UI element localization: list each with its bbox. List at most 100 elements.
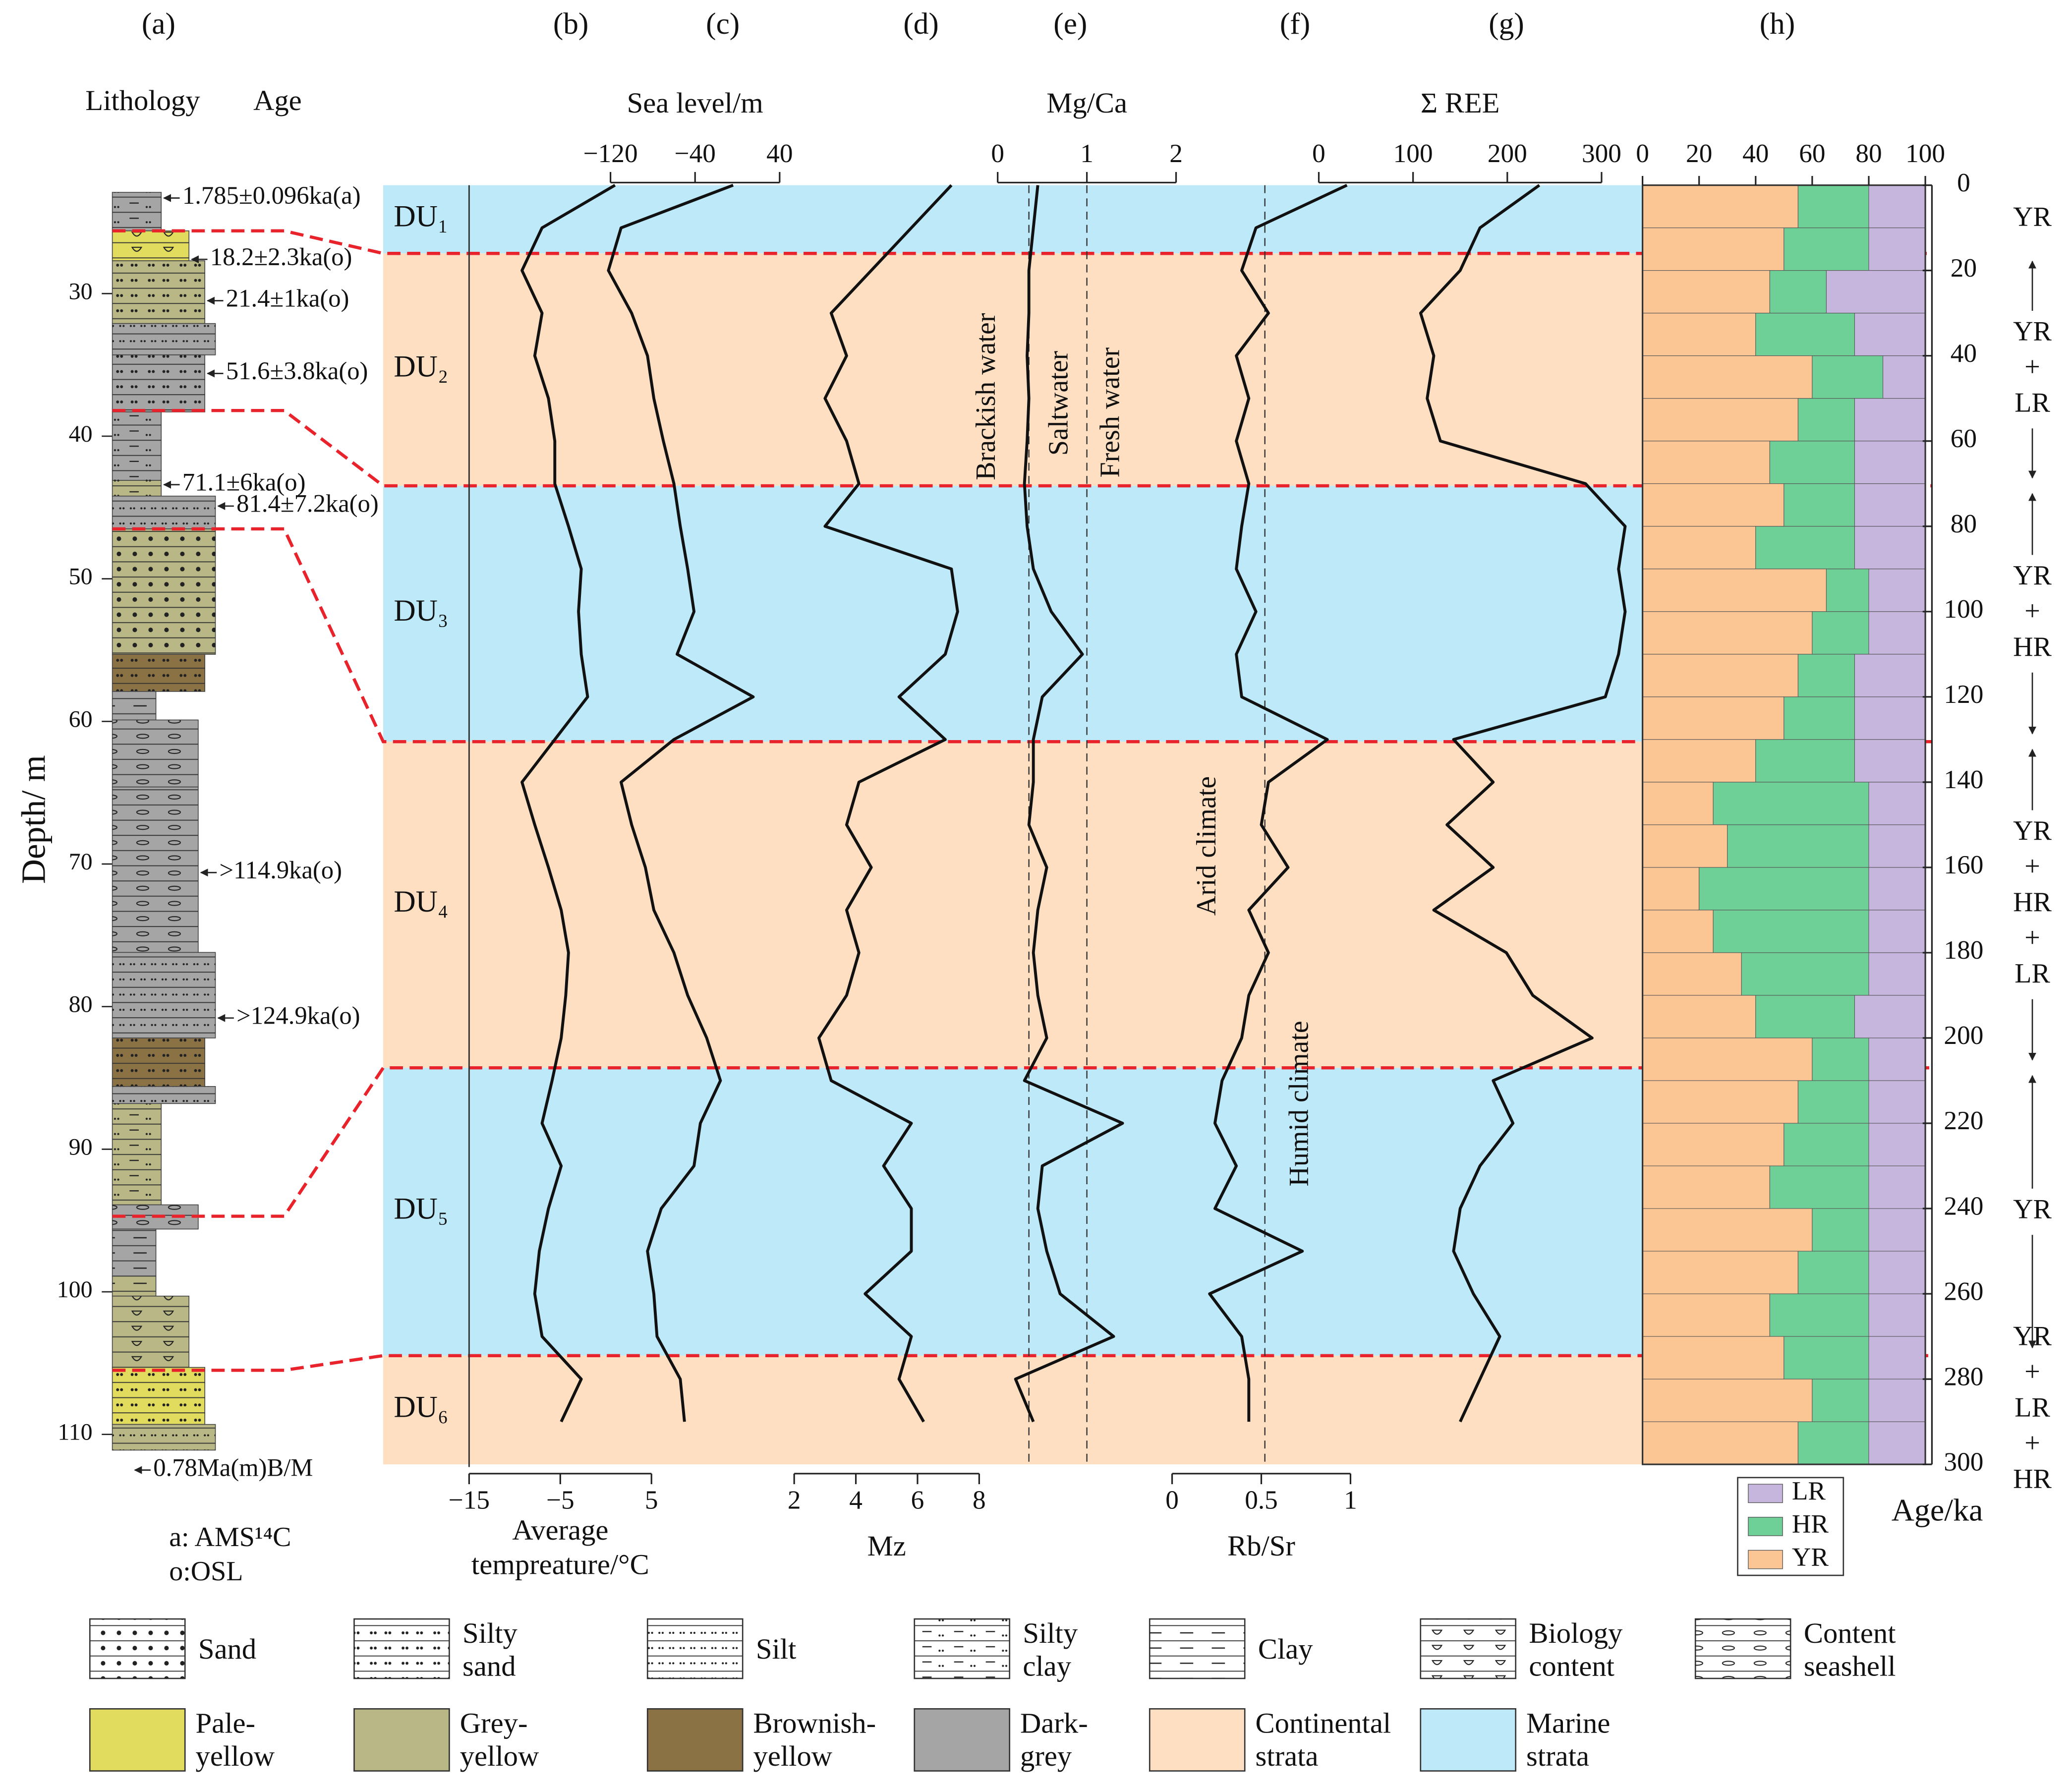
bar-segment bbox=[1868, 1336, 1926, 1380]
provenance-label: HR bbox=[2013, 632, 2052, 662]
bar-segment bbox=[1868, 569, 1926, 612]
legend-label: Brownish-yellow bbox=[753, 1706, 876, 1773]
bar-segment bbox=[1642, 995, 1756, 1038]
legend-label: Marine strata bbox=[1526, 1706, 1611, 1773]
lithology-texture bbox=[112, 654, 205, 692]
depth-tick-label: 80 bbox=[69, 991, 93, 1018]
correlation-line bbox=[112, 408, 1932, 488]
provenance-label: YR bbox=[2013, 201, 2052, 232]
age-tick-label: 100 bbox=[1944, 594, 1983, 624]
lithology-texture bbox=[112, 1103, 162, 1205]
x-tick-label: −120 bbox=[583, 138, 638, 168]
x-tick-label: 0 bbox=[991, 138, 1004, 168]
x-tick-label: 0 bbox=[1636, 138, 1649, 168]
bar-segment bbox=[1784, 1123, 1869, 1166]
x-tick-label: 5 bbox=[645, 1485, 658, 1515]
unit-band bbox=[383, 253, 1643, 486]
panel-letter: (h) bbox=[1760, 7, 1795, 41]
age-tick-label: 280 bbox=[1944, 1361, 1983, 1391]
bar-segment bbox=[1642, 398, 1798, 442]
bar-segment bbox=[1642, 611, 1813, 655]
legend-label-box: Clay bbox=[1258, 1632, 1313, 1666]
bar-segment bbox=[1642, 910, 1714, 953]
x-tick-label: 300 bbox=[1582, 138, 1621, 168]
curve bbox=[520, 184, 616, 1423]
x-tick-label: 200 bbox=[1488, 138, 1527, 168]
bar-segment bbox=[1642, 569, 1827, 612]
bar-segment bbox=[1868, 1165, 1926, 1209]
legend-color-box bbox=[1420, 1708, 1517, 1772]
panel-letter: (g) bbox=[1489, 7, 1524, 41]
bar-segment bbox=[1868, 952, 1926, 996]
depth-axis-title: Depth/ m bbox=[14, 755, 53, 884]
unit-band bbox=[383, 486, 1643, 742]
legend-label: Pale-yellow bbox=[195, 1706, 275, 1773]
legend-label-wrap: Pale-yellow bbox=[196, 1700, 407, 1779]
bar-segment bbox=[1642, 1080, 1798, 1124]
legend-texture bbox=[1695, 1619, 1791, 1678]
age-tick-label: 160 bbox=[1944, 850, 1983, 879]
bar-segment bbox=[1797, 1421, 1869, 1465]
bar-segment bbox=[1854, 995, 1926, 1038]
bar-segment bbox=[1755, 995, 1855, 1038]
age-tick-label: 40 bbox=[1951, 338, 1977, 368]
bar-segment bbox=[1868, 782, 1926, 825]
provenance-label: + bbox=[2024, 1356, 2040, 1387]
bar-segment bbox=[1854, 313, 1926, 356]
bar-segment bbox=[1868, 611, 1926, 655]
legend-label: Continental strata bbox=[1255, 1706, 1391, 1773]
legend-label-box: Silt bbox=[756, 1633, 797, 1666]
x-tick-label: 80 bbox=[1855, 138, 1882, 168]
provenance-label: + bbox=[2024, 1428, 2040, 1458]
panel-letter: (c) bbox=[706, 7, 740, 41]
unit-band bbox=[383, 1355, 1643, 1465]
x-tick-label: 60 bbox=[1799, 138, 1825, 168]
lithology-texture bbox=[112, 354, 205, 412]
bar-segment bbox=[1642, 228, 1784, 271]
age-axis-title: Age/ka bbox=[1892, 1492, 1983, 1527]
legend-label-box: Content seashell bbox=[1804, 1616, 1896, 1682]
bar-segment bbox=[1854, 398, 1926, 442]
correlation-line bbox=[112, 1066, 1932, 1218]
bar-segment bbox=[1784, 228, 1869, 271]
lithology-texture bbox=[112, 412, 162, 481]
legend-texture bbox=[1150, 1619, 1245, 1678]
bar-segment bbox=[1769, 1165, 1869, 1209]
legend-label-box: Biology content bbox=[1529, 1616, 1622, 1682]
x-tick-label: 0.5 bbox=[1245, 1485, 1278, 1515]
lithology-texture bbox=[112, 787, 198, 953]
provenance-label: + bbox=[2024, 922, 2040, 953]
age-tick-label: 220 bbox=[1944, 1105, 1983, 1135]
bar-segment bbox=[1868, 1293, 1926, 1337]
panel-label: tempreature/°C bbox=[471, 1549, 649, 1581]
legend-label-box: Silty clay bbox=[1023, 1616, 1078, 1682]
depth-tick-label: 30 bbox=[69, 278, 93, 304]
lithology-texture bbox=[112, 528, 216, 655]
bar-segment bbox=[1826, 270, 1926, 314]
legend-texture bbox=[647, 1619, 743, 1678]
legend-color-box bbox=[914, 1708, 1011, 1772]
lithology-texture bbox=[112, 323, 216, 355]
panel-label: Σ REE bbox=[1421, 87, 1500, 119]
age-tick-label: 60 bbox=[1951, 423, 1977, 453]
provenance-label: LR bbox=[2014, 958, 2050, 989]
bar-segment bbox=[1868, 1038, 1926, 1081]
x-tick-label: 8 bbox=[973, 1485, 986, 1515]
bar-segment bbox=[1642, 313, 1756, 356]
provenance-label: + bbox=[2024, 351, 2040, 382]
bar-segment bbox=[1642, 782, 1714, 825]
depth-tick-label: 90 bbox=[69, 1134, 93, 1160]
x-tick-label: 40 bbox=[1742, 138, 1769, 168]
legend-label: Clay bbox=[1258, 1632, 1313, 1666]
bar-segment bbox=[1769, 1293, 1869, 1337]
bar-segment bbox=[1868, 228, 1926, 271]
x-tick-label: 100 bbox=[1905, 138, 1945, 168]
date-label: 0.78Ma(m)B/M bbox=[153, 1453, 313, 1481]
date-label: 18.2±2.3ka(o) bbox=[210, 243, 352, 271]
correlation-line bbox=[112, 229, 1932, 255]
bar-segment bbox=[1642, 270, 1770, 314]
x-tick-label: 4 bbox=[849, 1485, 863, 1515]
bar-segment bbox=[1868, 185, 1926, 229]
panel-label: Average bbox=[512, 1514, 608, 1546]
unit-label: DU₂ bbox=[394, 350, 448, 384]
